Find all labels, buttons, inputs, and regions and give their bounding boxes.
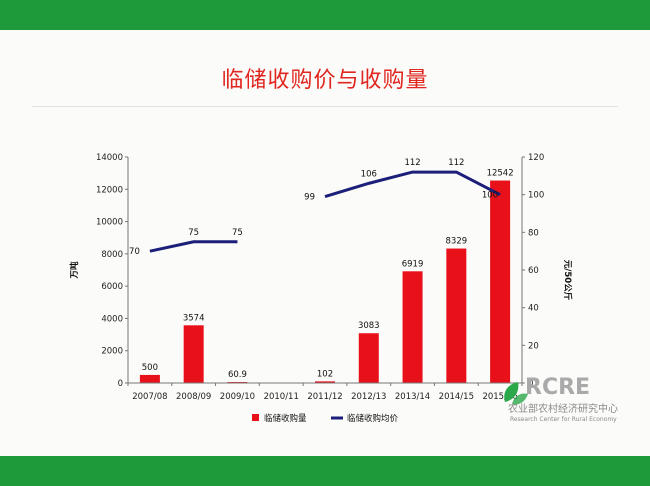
price-data-label: 70 xyxy=(129,247,140,257)
y-tick-label: 14000 xyxy=(96,153,123,163)
x-tick-label: 2010/11 xyxy=(264,392,299,402)
bar xyxy=(183,325,204,383)
bar xyxy=(315,381,335,383)
y-tick-label: 6000 xyxy=(101,282,123,292)
price-line-segment xyxy=(324,170,501,198)
slide-title: 临储收购价与收购量 xyxy=(221,68,429,93)
y-tick-label: 2000 xyxy=(101,347,123,357)
price-data-label: 75 xyxy=(188,228,199,238)
legend-label-price: 临储收购均价 xyxy=(347,413,399,424)
y2-tick-label: 120 xyxy=(528,153,544,163)
y2-tick-label: 0 xyxy=(528,379,533,389)
y-tick-label: 4000 xyxy=(101,314,123,324)
x-tick-label: 2008/09 xyxy=(176,392,211,402)
leaf-icon xyxy=(504,382,519,402)
bar-data-label: 12542 xyxy=(487,169,514,179)
x-tick-label: 2012/13 xyxy=(351,392,386,402)
bar xyxy=(139,374,160,383)
x-tick-label: 2015/16 xyxy=(482,392,517,402)
price-data-label: 99 xyxy=(304,193,315,203)
y2-tick-label: 20 xyxy=(528,341,539,351)
bar-data-label: 3574 xyxy=(183,313,205,323)
y2-tick-label: 40 xyxy=(528,304,539,314)
slide-area xyxy=(0,30,650,456)
x-tick-label: 2007/08 xyxy=(132,392,167,402)
x-tick-label: 2011/12 xyxy=(307,392,342,402)
bar xyxy=(358,333,379,383)
y-tick-label: 0 xyxy=(118,379,123,389)
legend-swatch-volume xyxy=(252,414,259,421)
bar xyxy=(490,180,511,383)
y2-tick-label: 100 xyxy=(528,191,544,201)
y-tick-label: 8000 xyxy=(101,250,123,260)
bar-data-label: 500 xyxy=(142,363,158,373)
y-tick-label: 10000 xyxy=(96,218,123,228)
price-data-label: 75 xyxy=(232,228,243,238)
x-tick-label: 2009/10 xyxy=(220,392,255,402)
legend-label-volume: 临储收购量 xyxy=(264,413,307,424)
bar-data-label: 102 xyxy=(317,369,333,379)
logo-wordmark: RCRE xyxy=(525,375,590,400)
leaf-icon xyxy=(512,393,528,405)
bar xyxy=(402,271,423,383)
price-data-label: 112 xyxy=(448,158,464,168)
price-data-label: 106 xyxy=(361,169,377,179)
title-divider xyxy=(32,106,618,107)
price-data-label: 112 xyxy=(404,158,420,168)
y2-tick-label: 60 xyxy=(528,266,539,276)
y-axis-title: 万吨 xyxy=(69,261,80,280)
y2-axis-title: 元/50公斤 xyxy=(562,260,573,301)
bar xyxy=(446,248,467,383)
bar-data-label: 60.9 xyxy=(228,370,247,380)
y2-tick-label: 80 xyxy=(528,228,539,238)
bar-data-label: 6919 xyxy=(402,259,424,269)
price-data-label: 100 xyxy=(482,191,498,201)
bar-data-label: 8329 xyxy=(446,237,468,247)
logo-chinese-name: 农业部农村经济研究中心 xyxy=(508,402,618,415)
x-tick-label: 2014/15 xyxy=(439,392,474,402)
x-tick-label: 2013/14 xyxy=(395,392,430,402)
price-line-segment xyxy=(149,240,238,253)
y-tick-label: 12000 xyxy=(96,185,123,195)
logo-english-name: Research Center for Rural Economy xyxy=(510,416,617,423)
bar-data-label: 3083 xyxy=(358,321,380,331)
